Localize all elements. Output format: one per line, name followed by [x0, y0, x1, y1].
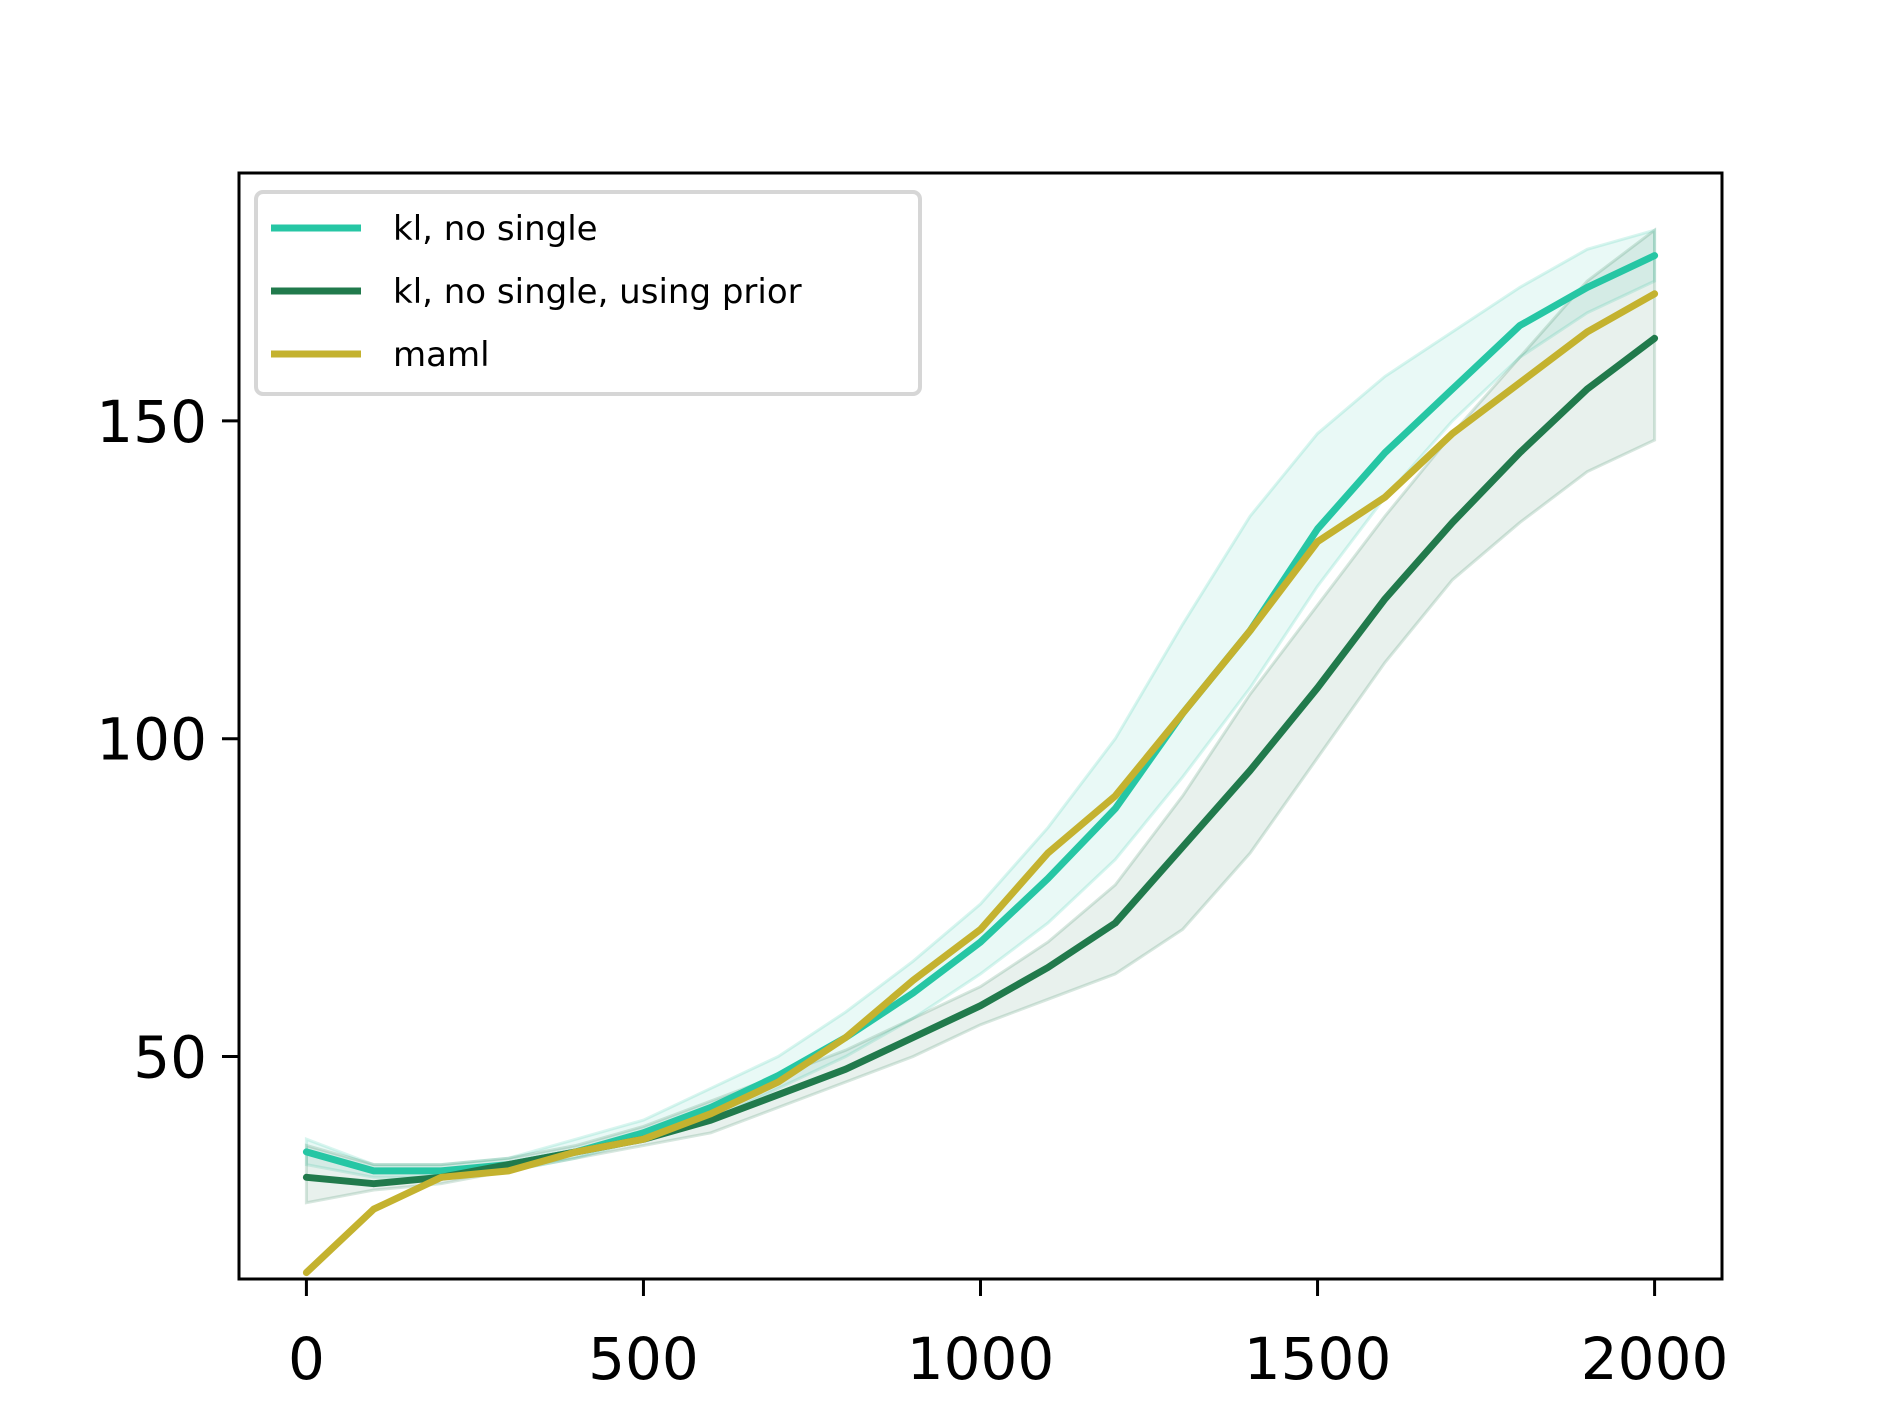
legend-label: kl, no single, using prior: [393, 272, 802, 312]
legend-label: maml: [393, 335, 490, 375]
legend-box: [254, 190, 922, 396]
x-tick-label: 0: [288, 1325, 325, 1393]
x-tick-label: 1500: [1244, 1325, 1392, 1393]
legend-label: kl, no single: [393, 209, 598, 249]
series-lines: [302, 252, 1659, 1277]
y-axis: 50 100 150: [96, 388, 239, 1092]
y-tick-label: 150: [96, 388, 207, 456]
y-tick-label: 50: [133, 1024, 207, 1092]
x-axis: 0 500 1000 1500 2000: [288, 1279, 1728, 1393]
line-series-3: [302, 290, 1659, 1277]
x-tick-label: 1000: [907, 1325, 1055, 1393]
y-tick-label: 100: [96, 706, 207, 774]
legend: kl, no single kl, no single, using prior m…: [254, 190, 922, 396]
x-tick-label: 500: [588, 1325, 699, 1393]
x-tick-label: 2000: [1581, 1325, 1729, 1393]
line-series-2: [302, 334, 1659, 1188]
